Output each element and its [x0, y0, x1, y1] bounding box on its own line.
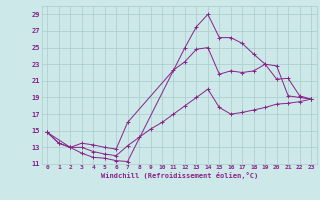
X-axis label: Windchill (Refroidissement éolien,°C): Windchill (Refroidissement éolien,°C)	[100, 172, 258, 179]
